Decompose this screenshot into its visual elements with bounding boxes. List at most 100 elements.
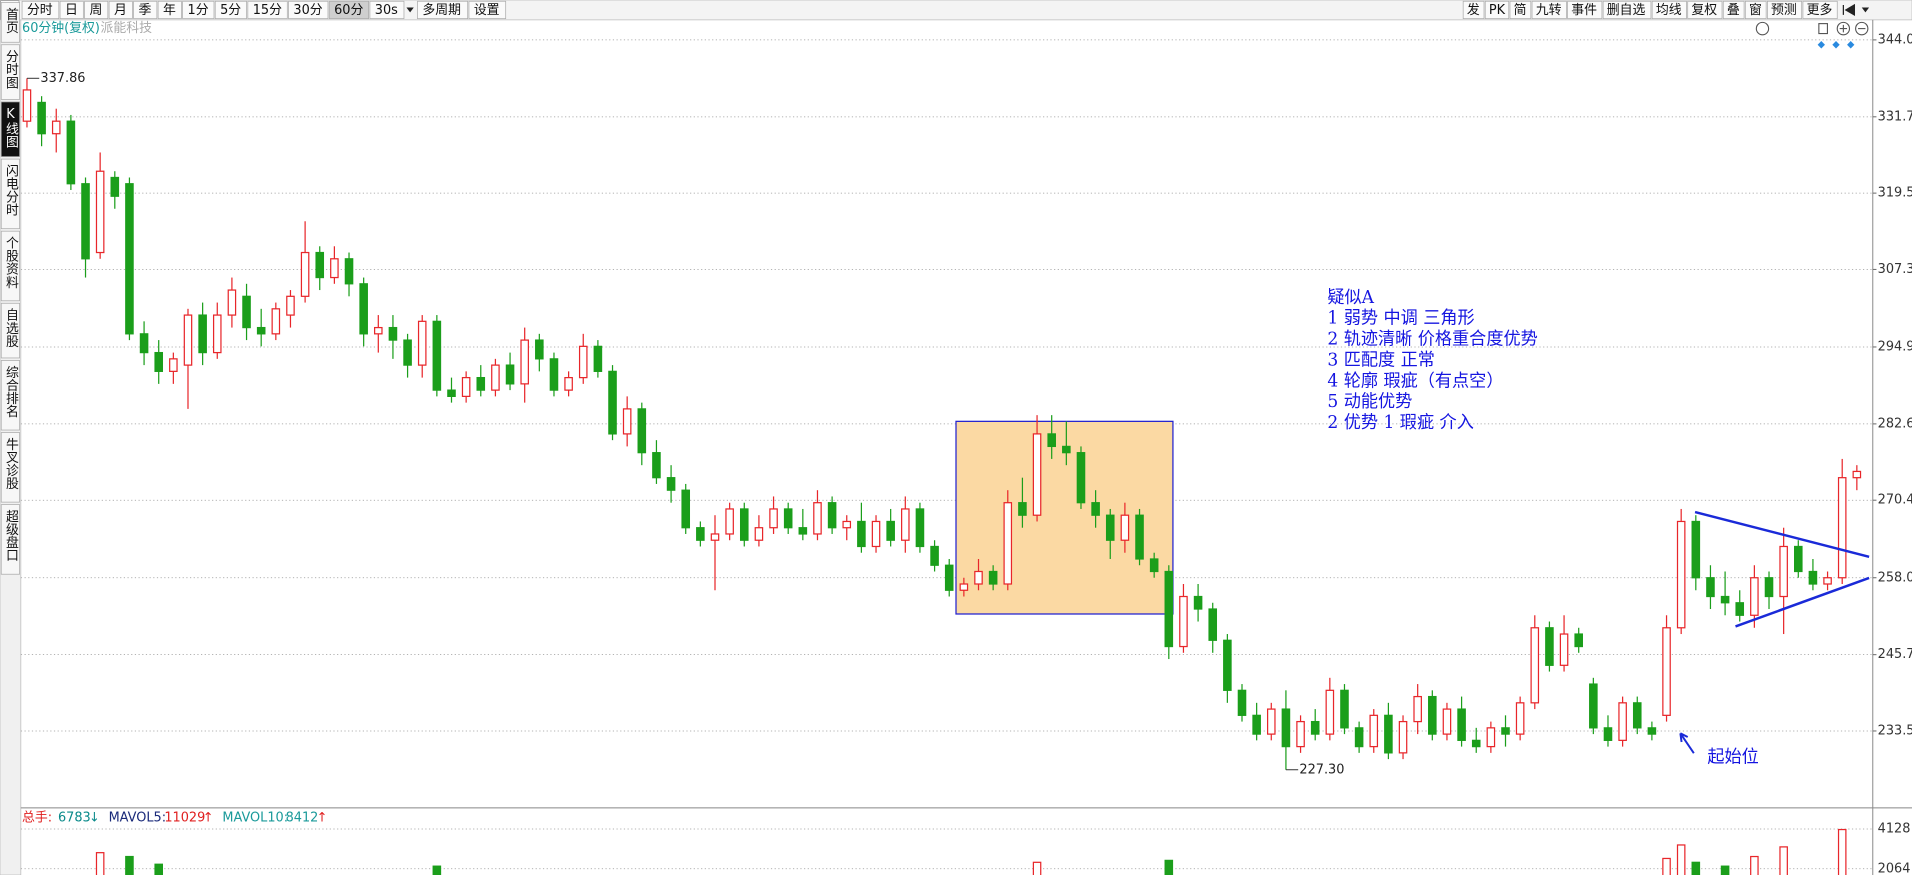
candle-body bbox=[1062, 445, 1071, 454]
toolbar-label[interactable]: 月 bbox=[114, 3, 127, 18]
candle-body bbox=[593, 345, 603, 372]
candle-body bbox=[959, 583, 969, 591]
sidebar-tab[interactable] bbox=[0, 432, 20, 503]
candle-body bbox=[1252, 714, 1261, 735]
sidebar-tab[interactable] bbox=[0, 302, 20, 359]
zoom-out-icon[interactable] bbox=[1855, 21, 1869, 36]
sidebar-tab[interactable] bbox=[0, 44, 20, 100]
zoom-in-icon[interactable] bbox=[1836, 21, 1851, 36]
toolbar-label[interactable]: 60分 bbox=[334, 3, 363, 18]
toolbar-button[interactable] bbox=[1722, 0, 1745, 20]
toolbar-button[interactable] bbox=[157, 0, 182, 20]
sidebar-label[interactable]: 首页 bbox=[3, 7, 18, 34]
stock-name: 派能科技 bbox=[101, 21, 152, 36]
candle-body bbox=[1193, 595, 1203, 610]
candle-body bbox=[1325, 689, 1335, 735]
toolbar-label[interactable]: 事件 bbox=[1571, 3, 1597, 18]
candle-body bbox=[1589, 683, 1598, 729]
low-label: 227.30 bbox=[1299, 762, 1344, 777]
toolbar-label[interactable]: 30分 bbox=[293, 3, 322, 18]
toolbar-button[interactable] bbox=[1687, 0, 1723, 20]
toolbar-label[interactable]: 发 bbox=[1467, 2, 1480, 18]
sidebar-label[interactable]: 综合排名 bbox=[3, 365, 18, 418]
toolbar-label[interactable]: 设置 bbox=[474, 3, 500, 18]
candle-body bbox=[1530, 627, 1540, 704]
toolbar-label[interactable]: 窗 bbox=[1749, 2, 1762, 18]
toolbar-button[interactable] bbox=[1602, 0, 1652, 20]
lock-icon[interactable] bbox=[1818, 23, 1828, 35]
sidebar-tab[interactable] bbox=[0, 360, 20, 431]
toolbar-button[interactable] bbox=[59, 0, 84, 20]
toolbar-button[interactable] bbox=[468, 0, 507, 20]
toolbar-button[interactable] bbox=[1462, 0, 1485, 20]
toolbar-button[interactable] bbox=[247, 0, 288, 20]
candle-body bbox=[798, 527, 808, 535]
sidebar-tab[interactable] bbox=[0, 101, 20, 157]
toolbar-label[interactable]: 多周期 bbox=[422, 3, 461, 18]
toolbar-button[interactable] bbox=[1744, 0, 1767, 20]
toolbar-label[interactable]: 15分 bbox=[253, 3, 282, 18]
candle-body bbox=[622, 408, 632, 435]
toolbar-button[interactable] bbox=[1651, 0, 1687, 20]
candle-body bbox=[1559, 633, 1569, 666]
toolbar-label[interactable]: 季 bbox=[138, 3, 151, 18]
toolbar-button[interactable] bbox=[182, 0, 215, 20]
toolbar-button[interactable] bbox=[1531, 0, 1567, 20]
toolbar-button[interactable] bbox=[21, 0, 60, 20]
toolbar-button[interactable] bbox=[417, 0, 469, 20]
high-label: 337.86 bbox=[40, 71, 85, 86]
toolbar-button[interactable] bbox=[133, 0, 158, 20]
toolbar-button[interactable] bbox=[1567, 0, 1603, 20]
toolbar-label[interactable]: PK bbox=[1489, 3, 1506, 18]
toolbar-label[interactable]: 九转 bbox=[1536, 3, 1562, 18]
candle-body bbox=[1398, 720, 1408, 754]
toolbar-label[interactable]: 30s bbox=[375, 3, 398, 18]
candle-body bbox=[198, 314, 207, 354]
toolbar-button[interactable] bbox=[108, 0, 133, 20]
sidebar-tab[interactable] bbox=[0, 504, 20, 575]
toolbar-button[interactable] bbox=[288, 0, 329, 20]
sidebar-tab[interactable] bbox=[0, 230, 20, 302]
toolbar-label[interactable]: 删自选 bbox=[1607, 3, 1646, 18]
annotation-line: 4 轮廓 瑕疵（有点空） bbox=[1327, 371, 1503, 391]
toolbar-button[interactable] bbox=[369, 0, 405, 20]
sidebar-label[interactable]: 闪电分时 bbox=[3, 164, 18, 217]
sidebar-label[interactable]: 超级盘口 bbox=[3, 510, 18, 563]
toolbar-button[interactable] bbox=[328, 0, 370, 20]
toolbar-button[interactable] bbox=[84, 0, 109, 20]
toolbar-label[interactable]: 1分 bbox=[188, 3, 209, 18]
toolbar-button[interactable] bbox=[1802, 0, 1838, 20]
sidebar-label[interactable]: K线图 bbox=[3, 107, 18, 149]
candle-body bbox=[1208, 608, 1218, 641]
icon[interactable] bbox=[1755, 21, 1770, 36]
toolbar-button[interactable] bbox=[1509, 0, 1532, 20]
sidebar-label[interactable]: 自选股 bbox=[3, 308, 18, 349]
candle-body bbox=[66, 120, 76, 185]
candle-body bbox=[1296, 720, 1305, 748]
toolbar-label[interactable]: 分时 bbox=[27, 3, 53, 18]
sidebar-tab[interactable] bbox=[0, 2, 20, 43]
first-page-icon[interactable] bbox=[1842, 3, 1856, 16]
toolbar-label[interactable]: 简 bbox=[1514, 2, 1527, 18]
toolbar-button[interactable] bbox=[1767, 0, 1803, 20]
toolbar-label[interactable]: 5分 bbox=[220, 3, 241, 18]
candle-body bbox=[1750, 577, 1759, 616]
sidebar-tab[interactable] bbox=[0, 158, 20, 230]
toolbar-label[interactable]: 叠 bbox=[1727, 3, 1740, 18]
toolbar-button[interactable] bbox=[1484, 0, 1510, 20]
dropdown-icon[interactable] bbox=[1861, 7, 1870, 13]
toolbar-label[interactable]: 周 bbox=[89, 3, 102, 18]
toolbar-label[interactable]: 更多 bbox=[1807, 3, 1833, 18]
candle-body bbox=[1662, 627, 1671, 716]
toolbar-label[interactable]: 年 bbox=[163, 3, 176, 18]
toolbar-label[interactable]: 预测 bbox=[1771, 3, 1797, 18]
candle-body bbox=[725, 508, 734, 535]
sidebar-label[interactable]: 分时图 bbox=[3, 50, 18, 90]
sidebar-label[interactable]: 牛叉诊股 bbox=[3, 438, 18, 492]
sidebar-label[interactable]: 个股资料 bbox=[3, 236, 18, 289]
toolbar-label[interactable]: 日 bbox=[65, 3, 78, 18]
toolbar-label[interactable]: 均线 bbox=[1656, 3, 1682, 18]
toolbar-label[interactable]: 复权 bbox=[1691, 2, 1717, 18]
icon bbox=[1839, 24, 1848, 33]
toolbar-button[interactable] bbox=[214, 0, 247, 20]
